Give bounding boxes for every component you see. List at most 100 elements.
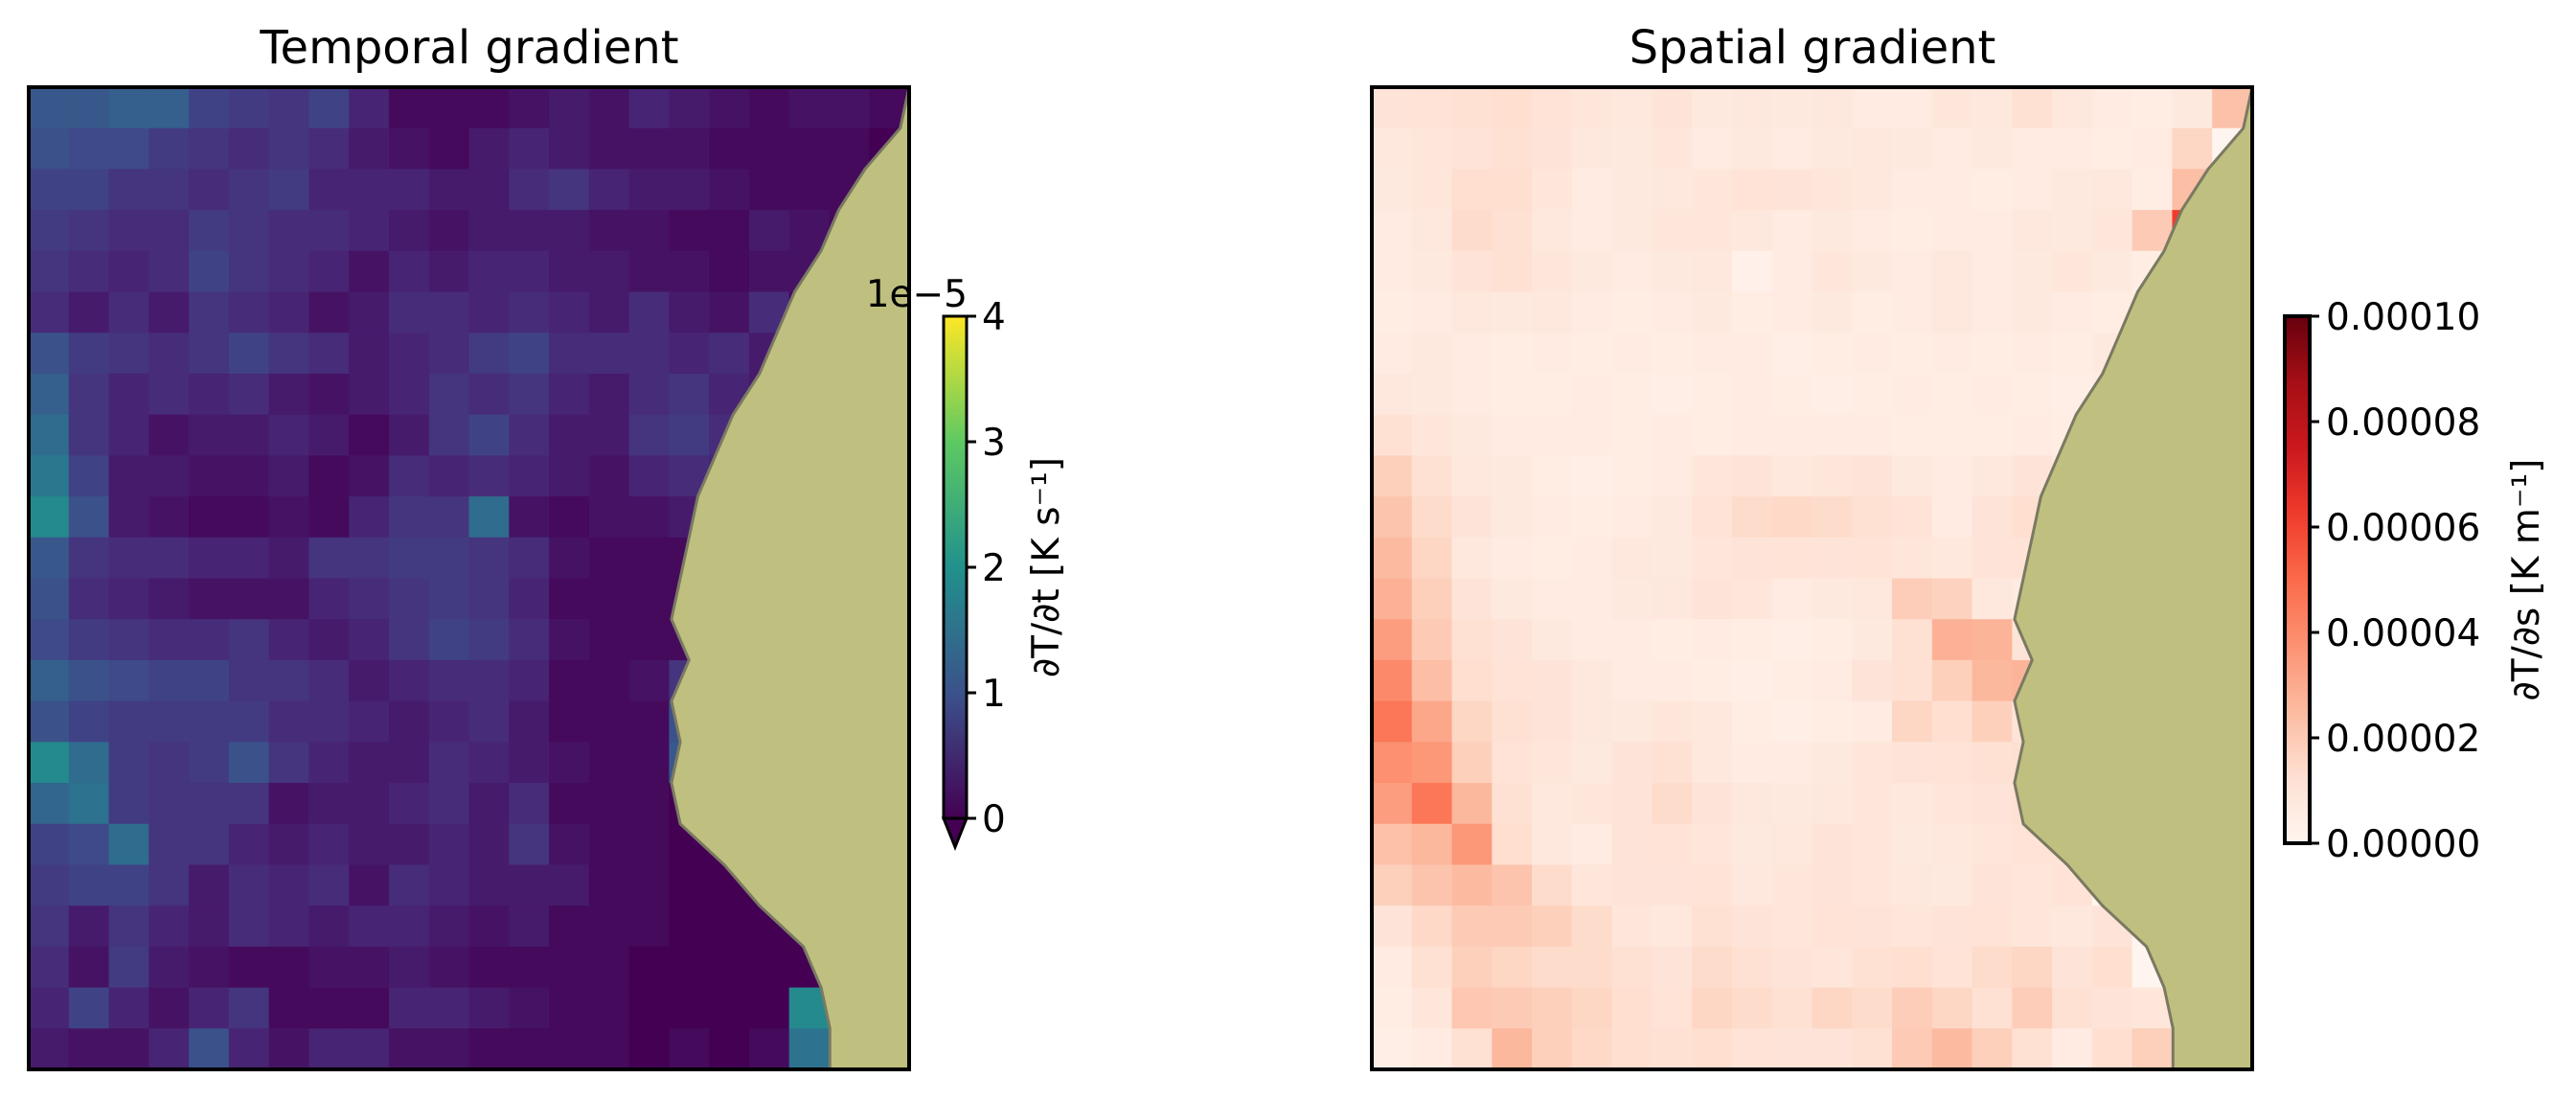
spatial-heatmap-cell <box>1652 414 1693 456</box>
temporal-heatmap-cell <box>349 496 390 539</box>
temporal-heatmap-cell <box>669 87 710 129</box>
spatial-heatmap-cell <box>1972 700 2013 743</box>
temporal-heatmap-cell <box>628 1028 670 1070</box>
temporal-heatmap-cell <box>468 700 510 743</box>
spatial-heatmap-cell <box>1972 210 2013 252</box>
spatial-heatmap-cell <box>1692 291 1733 333</box>
spatial-heatmap-cell <box>1731 659 1773 702</box>
temporal-panel-title: Temporal gradient <box>259 21 678 75</box>
spatial-heatmap-cell <box>1892 496 1933 539</box>
spatial-heatmap-cell <box>1692 619 1733 661</box>
spatial-heatmap-cell <box>1892 87 1933 129</box>
spatial-heatmap-cell <box>1411 659 1453 702</box>
spatial-heatmap-cell <box>1892 250 1933 293</box>
temporal-heatmap-cell <box>29 742 70 784</box>
temporal-heatmap-cell <box>628 906 670 948</box>
spatial-heatmap-cell <box>1812 169 1853 211</box>
temporal-heatmap-cell <box>628 496 670 539</box>
spatial-heatmap-cell <box>1972 823 2013 866</box>
temporal-heatmap-cell <box>108 291 149 333</box>
spatial-heatmap-cell <box>1611 414 1653 456</box>
temporal-heatmap-cell <box>268 291 310 333</box>
spatial-heatmap-cell <box>1892 578 1933 620</box>
spatial-heatmap-cell <box>1532 659 1573 702</box>
spatial-heatmap-cell <box>2012 1028 2053 1070</box>
spatial-heatmap-cell <box>1571 783 1613 825</box>
temporal-heatmap-cell <box>189 250 230 293</box>
temporal-heatmap-cell <box>628 537 670 580</box>
temporal-heatmap-cell <box>108 659 149 702</box>
spatial-heatmap-cell <box>2091 1028 2133 1070</box>
temporal-heatmap-cell <box>68 333 110 375</box>
spatial-heatmap-cell <box>1611 783 1653 825</box>
spatial-heatmap-cell <box>1852 659 1893 702</box>
temporal-heatmap-cell <box>148 906 190 948</box>
spatial-heatmap-cell <box>1451 455 1493 497</box>
temporal-heatmap-cell <box>308 373 350 416</box>
spatial-heatmap-cell <box>1532 1028 1573 1070</box>
temporal-heatmap-cell <box>628 864 670 906</box>
spatial-heatmap-cell <box>1771 906 1813 948</box>
spatial-heatmap-cell <box>1972 333 2013 375</box>
spatial-heatmap-cell <box>1852 127 1893 171</box>
spatial-heatmap-cell <box>1812 823 1853 866</box>
spatial-heatmap-cell <box>1692 87 1733 129</box>
temporal-heatmap-cell <box>669 210 710 252</box>
spatial-heatmap-cell <box>1532 537 1573 580</box>
spatial-heatmap-cell <box>1372 742 1413 784</box>
spatial-heatmap-cell <box>1571 127 1613 171</box>
temporal-heatmap-cell <box>588 864 630 906</box>
temporal-heatmap-cell <box>549 783 590 825</box>
spatial-heatmap-cell <box>1771 291 1813 333</box>
temporal-heatmap-cell <box>468 742 510 784</box>
temporal-heatmap-cell <box>268 333 310 375</box>
temporal-heatmap-cell <box>468 1028 510 1070</box>
temporal-heatmap-cell <box>68 946 110 989</box>
temporal-heatmap-cell <box>628 169 670 211</box>
temporal-heatmap-cell <box>388 783 430 825</box>
spatial-heatmap-cell <box>1492 578 1533 620</box>
temporal-heatmap-cell <box>268 1028 310 1070</box>
spatial-heatmap-cell <box>1611 127 1653 171</box>
temporal-heatmap-cell <box>628 987 670 1029</box>
temporal-heatmap-cell <box>308 333 350 375</box>
spatial-heatmap-cell <box>1692 864 1733 906</box>
spatial-heatmap-cell <box>2052 946 2093 989</box>
temporal-heatmap-cell <box>349 1028 390 1070</box>
spatial-heatmap-cell <box>1451 1028 1493 1070</box>
temporal-heatmap-cell <box>709 987 750 1029</box>
spatial-heatmap-cell <box>2091 210 2133 252</box>
temporal-heatmap-cell <box>628 291 670 333</box>
temporal-heatmap-cell <box>189 700 230 743</box>
spatial-heatmap-cell <box>1652 906 1693 948</box>
temporal-heatmap-cell <box>68 987 110 1029</box>
temporal-heatmap-cell <box>549 87 590 129</box>
temporal-heatmap-cell <box>428 496 470 539</box>
spatial-heatmap-cell <box>1571 414 1613 456</box>
temporal-heatmap-cell <box>308 496 350 539</box>
spatial-heatmap-cell <box>1372 659 1413 702</box>
temporal-heatmap-cell <box>468 169 510 211</box>
spatial-heatmap-cell <box>1532 210 1573 252</box>
temporal-heatmap-cell <box>29 537 70 580</box>
spatial-heatmap-cell <box>1611 169 1653 211</box>
temporal-heatmap-cell <box>228 906 270 948</box>
temporal-heatmap-cell <box>509 455 550 497</box>
spatial-heatmap-cell <box>1892 659 1933 702</box>
spatial-heatmap-cell <box>1652 496 1693 539</box>
temporal-heatmap-cell <box>588 210 630 252</box>
spatial-heatmap-cell <box>1771 1028 1813 1070</box>
spatial-heatmap-cell <box>1372 823 1413 866</box>
temporal-heatmap-cell <box>189 333 230 375</box>
spatial-heatmap-cell <box>1411 946 1453 989</box>
spatial-heatmap-cell <box>1571 455 1613 497</box>
temporal-heatmap-cell <box>108 496 149 539</box>
spatial-heatmap-cell <box>1972 906 2013 948</box>
temporal-heatmap-cell <box>108 987 149 1029</box>
temporal-heatmap-cell <box>628 210 670 252</box>
temporal-heatmap-cell <box>29 169 70 211</box>
temporal-heatmap-cell <box>148 537 190 580</box>
spatial-heatmap-cell <box>1532 906 1573 948</box>
spatial-heatmap-cell <box>1532 87 1573 129</box>
temporal-heatmap-cell <box>108 169 149 211</box>
